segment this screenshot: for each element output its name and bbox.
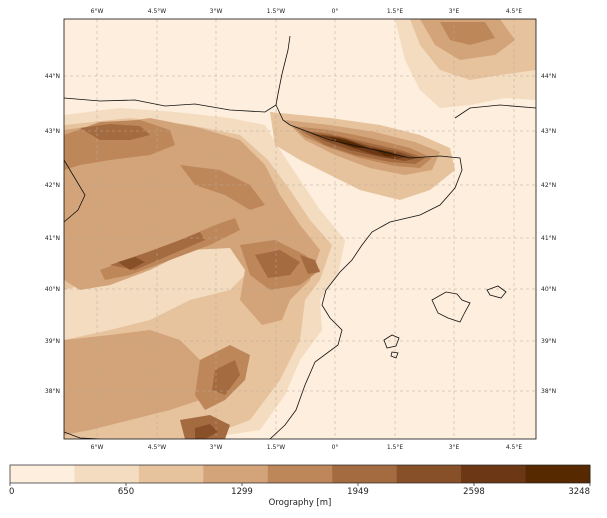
colorbar-tick-label: 1299 bbox=[231, 487, 253, 497]
colorbar-segment bbox=[396, 465, 462, 483]
coastline-north bbox=[64, 35, 291, 113]
lat-tick-label: 39°N bbox=[45, 338, 60, 345]
colorbar-segment bbox=[525, 465, 591, 483]
lon-tick-label: 4.5°E bbox=[506, 444, 523, 451]
colorbar-segment bbox=[138, 465, 204, 483]
colorbar-tick-label: 1949 bbox=[347, 487, 369, 497]
lon-tick-label: 0° bbox=[332, 444, 339, 451]
map-area bbox=[63, 18, 537, 440]
lon-tick-label: 3°W bbox=[210, 444, 223, 451]
coastline-atlantic-france bbox=[275, 104, 291, 126]
relief-contour bbox=[300, 255, 320, 274]
lat-tick-label: 44°N bbox=[541, 73, 556, 80]
colorbar-segments bbox=[10, 465, 591, 483]
lon-tick-label: 1.5°E bbox=[387, 444, 404, 451]
relief-contour bbox=[180, 165, 265, 210]
relief-contour bbox=[330, 137, 368, 148]
island-formentera bbox=[390, 351, 399, 359]
lon-tick-label: 4.5°E bbox=[506, 8, 523, 15]
lon-tick-label: 1.5°W bbox=[267, 444, 286, 451]
relief-contour bbox=[212, 360, 240, 395]
colorbar-tick-label: 3248 bbox=[568, 487, 590, 497]
colorbar-segment bbox=[461, 465, 527, 483]
relief-contour bbox=[195, 424, 218, 439]
colorbar-tick-label: 2598 bbox=[463, 487, 485, 497]
coastline-portugal bbox=[64, 159, 86, 223]
coastlines bbox=[64, 35, 536, 439]
graticule bbox=[64, 19, 536, 439]
colorbar-segment bbox=[267, 465, 333, 483]
colorbar-title: Orography [m] bbox=[269, 498, 332, 508]
lon-tick-label: 0° bbox=[332, 8, 339, 15]
colorbar: 0 650 1299 1949 2598 3248 Orography [m] bbox=[9, 464, 591, 508]
lat-tick-label: 38°N bbox=[45, 388, 60, 395]
lon-tick-label: 1.5°W bbox=[267, 8, 286, 15]
map-frame bbox=[63, 18, 537, 440]
lon-tick-label: 3°W bbox=[210, 8, 223, 15]
colorbar-segment bbox=[74, 465, 140, 483]
lat-tick-label: 41°N bbox=[541, 235, 556, 242]
colorbar-segment bbox=[203, 465, 269, 483]
lon-tick-label: 1.5°E bbox=[387, 8, 404, 15]
lat-tick-label: 43°N bbox=[541, 128, 556, 135]
orography-relief bbox=[64, 19, 536, 439]
colorbar-tick-label: 0 bbox=[9, 487, 14, 497]
lon-tick-label: 3°E bbox=[449, 444, 460, 451]
relief-contour bbox=[118, 257, 145, 270]
colorbar-ticks: 0 650 1299 1949 2598 3248 bbox=[9, 483, 591, 497]
colorbar-segment bbox=[10, 465, 75, 483]
colorbar-frame bbox=[9, 464, 591, 484]
relief-contour bbox=[64, 330, 210, 435]
coastline-france-med bbox=[454, 104, 536, 119]
island-mallorca bbox=[431, 291, 471, 323]
lat-tick-label: 43°N bbox=[45, 128, 60, 135]
lon-tick-label: 6°W bbox=[91, 444, 104, 451]
lat-tick-label: 42°N bbox=[45, 182, 60, 189]
lat-tick-label: 42°N bbox=[541, 182, 556, 189]
lat-tick-label: 44°N bbox=[45, 73, 60, 80]
lat-tick-label: 40°N bbox=[45, 286, 60, 293]
relief-contour bbox=[80, 124, 150, 140]
coastline-mediterranean bbox=[269, 124, 463, 439]
lat-tick-label: 38°N bbox=[541, 388, 556, 395]
island-ibiza bbox=[383, 334, 400, 349]
tick-labels: 6°W 6°W 4.5°W 4.5°W 3°W 3°W 1.5°W 1.5°W 0° 0° 1.5°… bbox=[45, 8, 556, 451]
relief-contour bbox=[255, 250, 300, 278]
colorbar-tick-label: 650 bbox=[118, 487, 134, 497]
colorbar-segment bbox=[332, 465, 398, 483]
lat-tick-label: 40°N bbox=[541, 286, 556, 293]
lon-tick-label: 3°E bbox=[449, 8, 460, 15]
lon-tick-label: 4.5°W bbox=[148, 8, 167, 15]
lat-tick-label: 41°N bbox=[45, 235, 60, 242]
lon-tick-label: 6°W bbox=[91, 8, 104, 15]
lat-tick-label: 39°N bbox=[541, 338, 556, 345]
island-menorca bbox=[486, 285, 507, 299]
lon-tick-label: 4.5°W bbox=[148, 444, 167, 451]
